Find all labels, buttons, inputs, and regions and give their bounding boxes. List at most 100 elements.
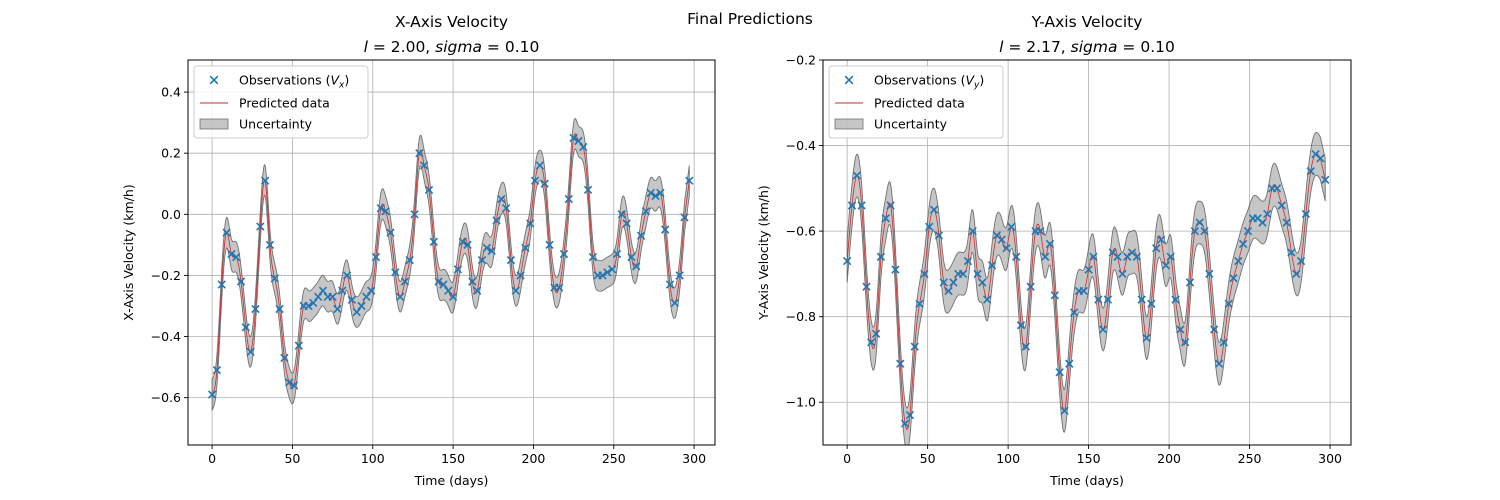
observation-point [1243,226,1253,236]
y-tick-label: −1.0 [786,395,816,410]
observation-point [1195,218,1204,227]
y-axis-label: Y-Axis Velocity (km/h) [756,185,771,321]
x-tick-label: 0 [843,451,851,466]
observation-point [362,292,371,301]
legend-uncertainty-label: Uncertainty [239,117,313,132]
observation-point [867,338,876,347]
observation-point [410,210,419,219]
observation-point [333,304,342,314]
observation-point [415,149,424,158]
x-tick-label: 300 [682,451,706,466]
x-tick-label: 200 [1157,451,1181,466]
uncertainty-band [846,131,1326,445]
observation-point [997,235,1006,244]
legend: Observations (Vy) Predicted data Uncertain… [828,65,1004,139]
observation-point [1171,295,1180,304]
observation-point [506,255,516,265]
observation-point [530,176,540,185]
observation-point [1007,222,1016,231]
observation-point [896,359,905,368]
observation-point [963,256,973,266]
observation-point [1084,265,1093,274]
observation-point [545,240,554,250]
observation-point [1166,252,1175,261]
x-axis-label: Time (days) [414,473,489,488]
x-tick-label: 250 [602,451,626,466]
chart-subtitle: l = 2.00, sigma = 0.10 [364,38,540,56]
x-tick-label: 100 [996,451,1020,466]
x-tick-label: 300 [1318,451,1342,466]
observation-point [357,301,366,311]
observation-point [501,204,511,213]
observation-point [973,269,982,279]
observation-point [482,243,492,253]
observation-point [294,341,304,350]
observation-point [632,262,641,271]
observation-point [651,191,660,201]
y-tick-label: −0.2 [786,53,816,68]
observation-point [1229,274,1238,283]
observation-point [1012,252,1021,261]
chart-title: X-Axis Velocity [395,13,508,31]
observation-point [313,292,323,301]
observation-point [535,161,545,170]
observation-point [342,271,352,280]
legend-predicted-label: Predicted data [874,96,965,111]
observation-point [1306,167,1315,176]
legend-frame [193,65,369,139]
observation-point [492,216,501,225]
observation-point [400,277,410,286]
observation-point [1002,244,1011,253]
observation-point [612,249,622,259]
observation-point [352,307,361,317]
observation-point [925,222,934,231]
observation-point [1224,299,1233,308]
observation-point [444,286,453,295]
observation-point [910,342,919,351]
observation-point [608,265,617,274]
observation-point [217,280,226,289]
observation-point [477,255,487,265]
chart-panel-1: 0 50 100 150 200 250 300 −0.6 −0.4 −0.2 0.0 0.2 0.4 T… [121,13,716,488]
observation-point [251,304,260,314]
chart-title: Y-Axis Velocity [1031,13,1143,31]
observation-point [1050,291,1059,300]
y-tick-label: −0.4 [151,329,181,344]
observation-point [1210,325,1219,334]
legend-uncertainty-swatch [834,118,864,130]
observation-point [1316,154,1325,163]
observation-point [1036,226,1045,236]
observation-point [1200,226,1209,236]
observation-point [270,274,279,283]
observation-point [627,252,636,262]
plot-area [842,131,1330,445]
y-tick-label: −0.2 [151,268,181,283]
observation-point [328,292,337,301]
observation-point [857,201,866,210]
observation-point [246,347,255,356]
observation-point [1137,295,1146,304]
subtitle-sigma-symbol: sigma [435,38,482,56]
observation-point [347,295,357,305]
observation-point [987,261,997,270]
observation-point [526,219,535,228]
observation-point [1214,359,1224,368]
observation-point [458,237,467,246]
observation-point [511,286,520,295]
observation-point [949,278,958,287]
subtitle-l-value: = 2.17, [1003,38,1070,56]
observation-point [939,278,948,287]
observation-point [473,286,482,295]
observation-point [920,269,929,279]
observation-point [622,219,631,228]
observation-point [847,201,857,210]
observation-point [929,205,939,214]
observation-point [680,213,689,222]
observation-point [1118,269,1127,279]
observation-point [603,268,612,277]
observation-point [554,283,564,292]
observation-point [978,278,987,287]
observation-point [487,246,496,256]
observation-point [453,265,463,274]
observation-point [881,214,890,223]
